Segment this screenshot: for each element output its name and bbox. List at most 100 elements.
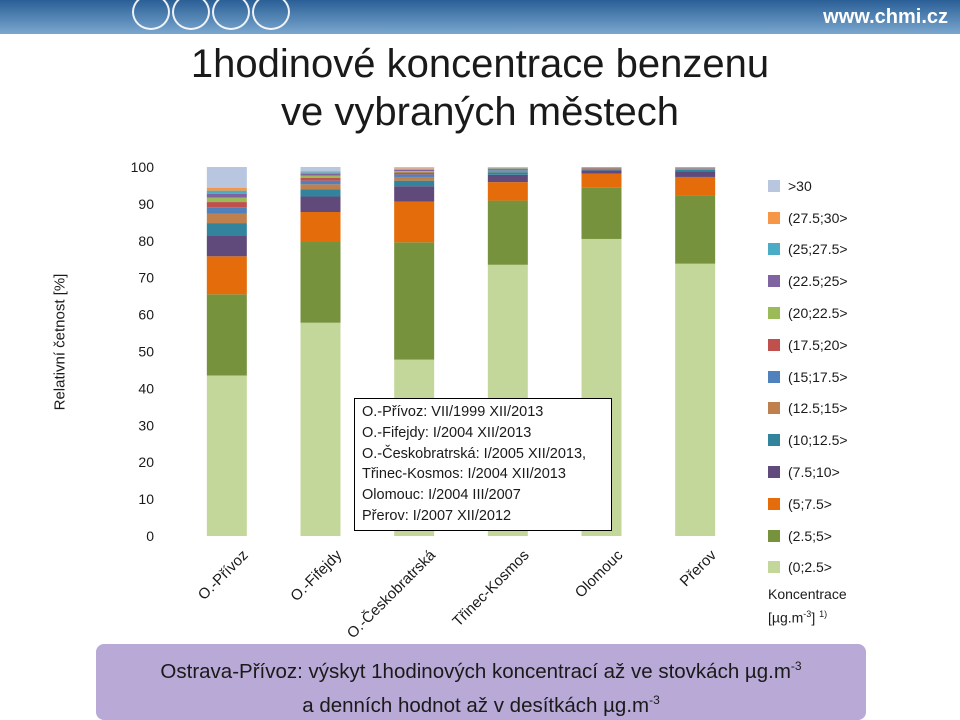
note-line: Olomouc: I/2004 III/2007 (362, 487, 521, 504)
bar-segment (300, 171, 341, 173)
y-tick-label: 80 (138, 233, 154, 249)
bar-segment (394, 171, 435, 173)
bar-segment (675, 176, 716, 196)
bar-segment (394, 167, 435, 169)
bar-segment (487, 174, 528, 183)
chart-legend: >30 (27.5;30> (25;27.5> (22.5;25> (20;22.5> (… (768, 170, 958, 583)
bar-segment (206, 197, 247, 203)
bar-segment (300, 189, 341, 197)
bar-segment (300, 212, 341, 242)
legend-item: >30 (768, 170, 958, 202)
legend-label: (0;2.5> (788, 559, 832, 576)
legend-swatch (768, 402, 780, 415)
legend-label: (12.5;15> (788, 400, 848, 417)
bar-segment (206, 223, 247, 237)
legend-label: (10;12.5> (788, 432, 848, 449)
info-banner: Ostrava-Přívoz: výskyt 1hodinových konce… (96, 644, 866, 720)
legend-label: (20;22.5> (788, 305, 848, 322)
y-tick-label: 70 (138, 270, 154, 286)
legend-item: (20;22.5> (768, 297, 958, 329)
bar-segment (675, 195, 716, 264)
y-tick-label: 60 (138, 307, 154, 323)
legend-item: (0;2.5> (768, 552, 958, 584)
legend-swatch (768, 434, 780, 447)
legend-swatch (768, 338, 780, 351)
bar-segment (675, 168, 716, 170)
legend-item: (25;27.5> (768, 234, 958, 266)
legend-swatch (768, 561, 780, 574)
y-tick-label: 0 (146, 528, 154, 544)
legend-item: (2.5;5> (768, 520, 958, 552)
legend-swatch (768, 179, 780, 192)
note-line: Třinec-Kosmos: I/2004 XII/2013 (362, 466, 566, 483)
bar-segment (300, 177, 341, 181)
banner-line-1: Ostrava-Přívoz: výskyt 1hodinových konce… (160, 659, 802, 683)
bar-segment (394, 242, 435, 360)
bar-segment (487, 168, 528, 170)
header-bar: www.chmi.cz (0, 0, 960, 34)
bar-segment (300, 241, 341, 323)
bar-segment (394, 180, 435, 187)
y-tick-label: 30 (138, 417, 154, 433)
x-tick-label: O.-Přívoz (195, 547, 252, 604)
bar-segment (300, 180, 341, 185)
bar-segment (206, 187, 247, 191)
bar-segment (487, 172, 528, 175)
legend-item: (22.5;25> (768, 265, 958, 297)
bar-segment (487, 200, 528, 265)
bar-segment (581, 187, 622, 239)
legend-label: (25;27.5> (788, 241, 848, 258)
legend-label: (27.5;30> (788, 209, 848, 226)
bar-segment (206, 375, 247, 536)
measurement-periods-note: O.-Přívoz: VII/1999 XII/2013 O.-Fifejdy:… (354, 398, 612, 531)
bar-segment (487, 170, 528, 173)
legend-swatch (768, 370, 780, 383)
legend-unit-title: Koncentrace (768, 586, 847, 602)
bar-segment (300, 175, 341, 178)
bar-segment (206, 193, 247, 198)
legend-label: (17.5;20> (788, 336, 848, 353)
bar-segment (394, 201, 435, 243)
bar-segment (206, 202, 247, 208)
x-tick-label: Přerov (677, 546, 721, 590)
bar-segment (675, 169, 716, 172)
bar-segment (300, 196, 341, 213)
bar-segment (300, 322, 341, 536)
note-line: Přerov: I/2007 XII/2012 (362, 507, 512, 524)
bar-segment (206, 190, 247, 194)
legend-item: (7.5;10> (768, 456, 958, 488)
bar-segment (300, 172, 341, 174)
legend-swatch (768, 243, 780, 256)
x-tick-label: Olomouc (572, 546, 627, 601)
bar-segment (675, 171, 716, 177)
note-line: O.-Fifejdy: I/2004 XII/2013 (362, 424, 532, 441)
legend-swatch (768, 529, 780, 542)
note-line: O.-Českobratrská: I/2005 XII/2013, (362, 445, 587, 462)
legend-label: >30 (788, 177, 812, 194)
page-title: 1hodinové koncentrace benzenu ve vybraný… (150, 40, 810, 136)
y-tick-label: 40 (138, 380, 154, 396)
x-tick-label: O.-Českobratrská (344, 546, 440, 642)
legend-label: (7.5;10> (788, 464, 840, 481)
bar-segment (206, 167, 247, 188)
legend-label: (22.5;25> (788, 273, 848, 290)
x-tick-label: Třinec-Kosmos (449, 547, 532, 630)
bar-segment (581, 173, 622, 188)
bar-segment (581, 170, 622, 174)
legend-label: (2.5;5> (788, 527, 832, 544)
note-line: O.-Přívoz: VII/1999 XII/2013 (362, 404, 544, 420)
legend-swatch (768, 466, 780, 479)
x-tick-label: O.-Fifejdy (287, 546, 345, 604)
bar-segment (394, 174, 435, 177)
bar-segment (487, 182, 528, 201)
y-tick-label: 100 (131, 159, 155, 175)
y-tick-label: 10 (138, 491, 154, 507)
y-tick-label: 90 (138, 196, 154, 212)
legend-swatch (768, 307, 780, 320)
bar-segment (300, 167, 341, 172)
bar-segment (487, 169, 528, 171)
legend-label: (5;7.5> (788, 495, 832, 512)
brand-link[interactable]: www.chmi.cz (823, 6, 948, 28)
bar-segment (394, 169, 435, 170)
legend-swatch (768, 497, 780, 510)
